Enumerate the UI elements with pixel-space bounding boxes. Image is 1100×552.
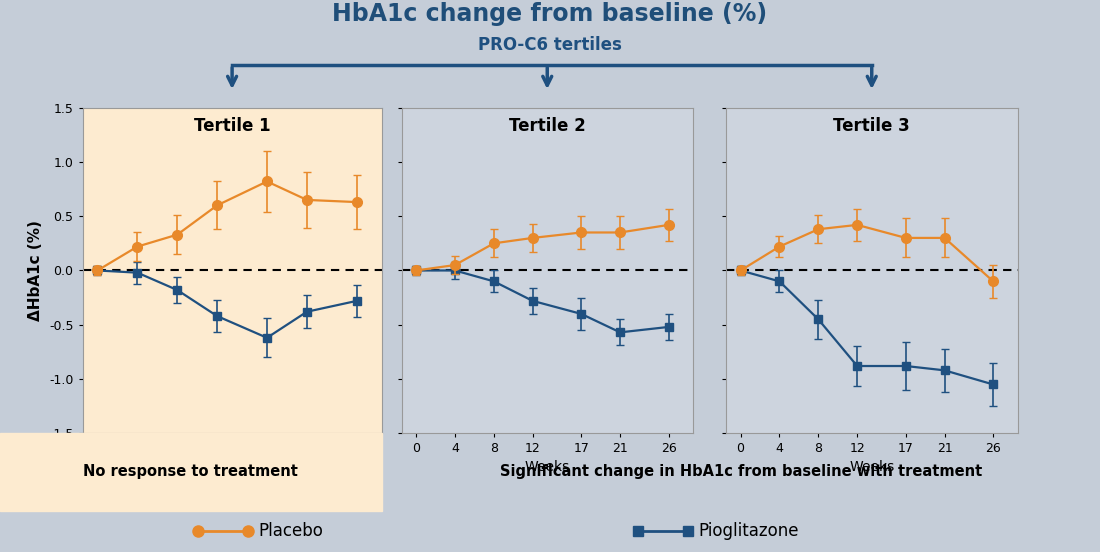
Text: Tertile 3: Tertile 3 (834, 118, 910, 135)
X-axis label: Weeks: Weeks (525, 459, 570, 474)
Text: HbA1c change from baseline (%): HbA1c change from baseline (%) (332, 2, 768, 26)
Text: No response to treatment: No response to treatment (84, 464, 298, 480)
Y-axis label: ΔHbA1c (%): ΔHbA1c (%) (29, 220, 43, 321)
Text: Significant change in HbA1c from baseline with treatment: Significant change in HbA1c from baselin… (499, 464, 982, 480)
Text: Pioglitazone: Pioglitazone (698, 522, 799, 540)
Text: PRO-C6 tertiles: PRO-C6 tertiles (478, 36, 622, 54)
Bar (0, 433, 382, 511)
X-axis label: Weeks: Weeks (849, 459, 894, 474)
X-axis label: Weeks: Weeks (209, 459, 255, 474)
Text: Tertile 2: Tertile 2 (509, 118, 585, 135)
Text: Tertile 1: Tertile 1 (194, 118, 271, 135)
Text: Placebo: Placebo (258, 522, 323, 540)
